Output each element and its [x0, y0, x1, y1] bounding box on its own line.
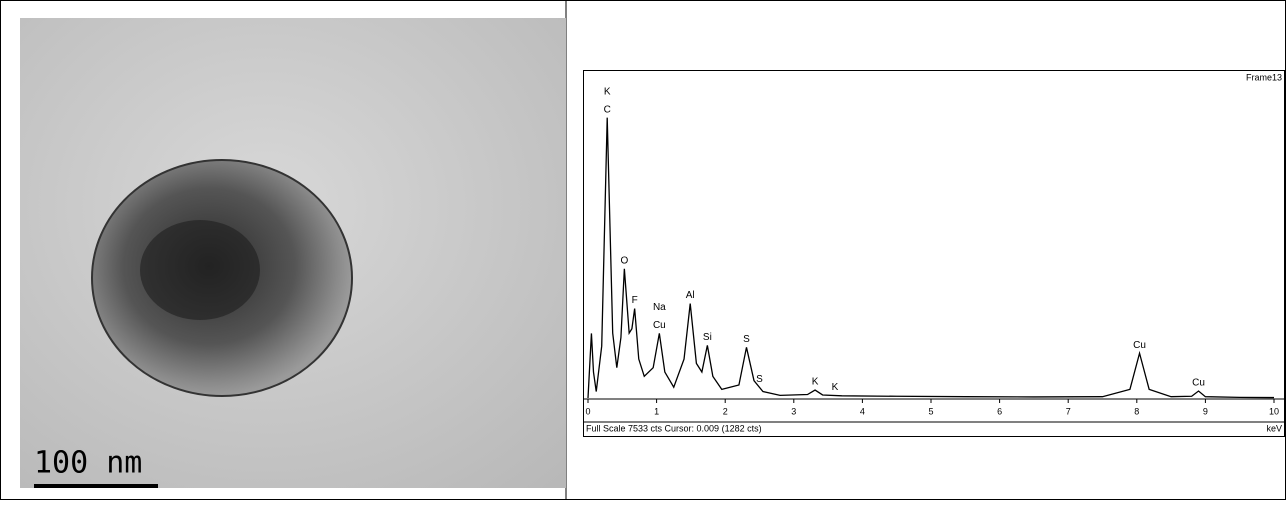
- peak-label: Cu: [1192, 378, 1205, 389]
- spectrum-line: [587, 117, 1275, 399]
- x-tick-label: 7: [1066, 406, 1071, 416]
- x-tick-label: 10: [1269, 406, 1279, 416]
- peak-label: C: [604, 104, 611, 115]
- peak-label: K: [604, 86, 611, 97]
- peak-label: Na: [653, 302, 666, 313]
- x-tick-label: 5: [928, 406, 933, 416]
- peak-label: K: [812, 377, 819, 388]
- x-tick-label: 2: [723, 406, 728, 416]
- peak-label: K: [832, 382, 839, 393]
- x-tick-label: 8: [1134, 406, 1139, 416]
- scale-label: 100 nm: [34, 446, 142, 481]
- x-tick-label: 4: [860, 406, 865, 416]
- peak-label: S: [756, 374, 763, 385]
- peak-label: S: [743, 334, 750, 345]
- peak-label: Cu: [653, 320, 666, 331]
- peak-label: Al: [686, 290, 695, 301]
- peak-label: O: [620, 255, 628, 266]
- x-tick-label: 1: [654, 406, 659, 416]
- peak-label: F: [632, 295, 638, 306]
- peak-label: Si: [703, 332, 712, 343]
- scale-bar: [34, 484, 158, 488]
- spectrum-frame: [583, 70, 1285, 437]
- x-tick-label: 3: [791, 406, 796, 416]
- x-tick-label: 9: [1203, 406, 1208, 416]
- frame-label: Frame13: [1246, 72, 1282, 82]
- particle-core: [140, 220, 260, 320]
- peak-label: Cu: [1133, 340, 1146, 351]
- footer: Full Scale 7533 cts Cursor: 0.009 (1282 …: [586, 423, 762, 433]
- x-unit: keV: [1266, 423, 1282, 433]
- x-tick-label: 6: [997, 406, 1002, 416]
- x-tick-label: 0: [585, 406, 590, 416]
